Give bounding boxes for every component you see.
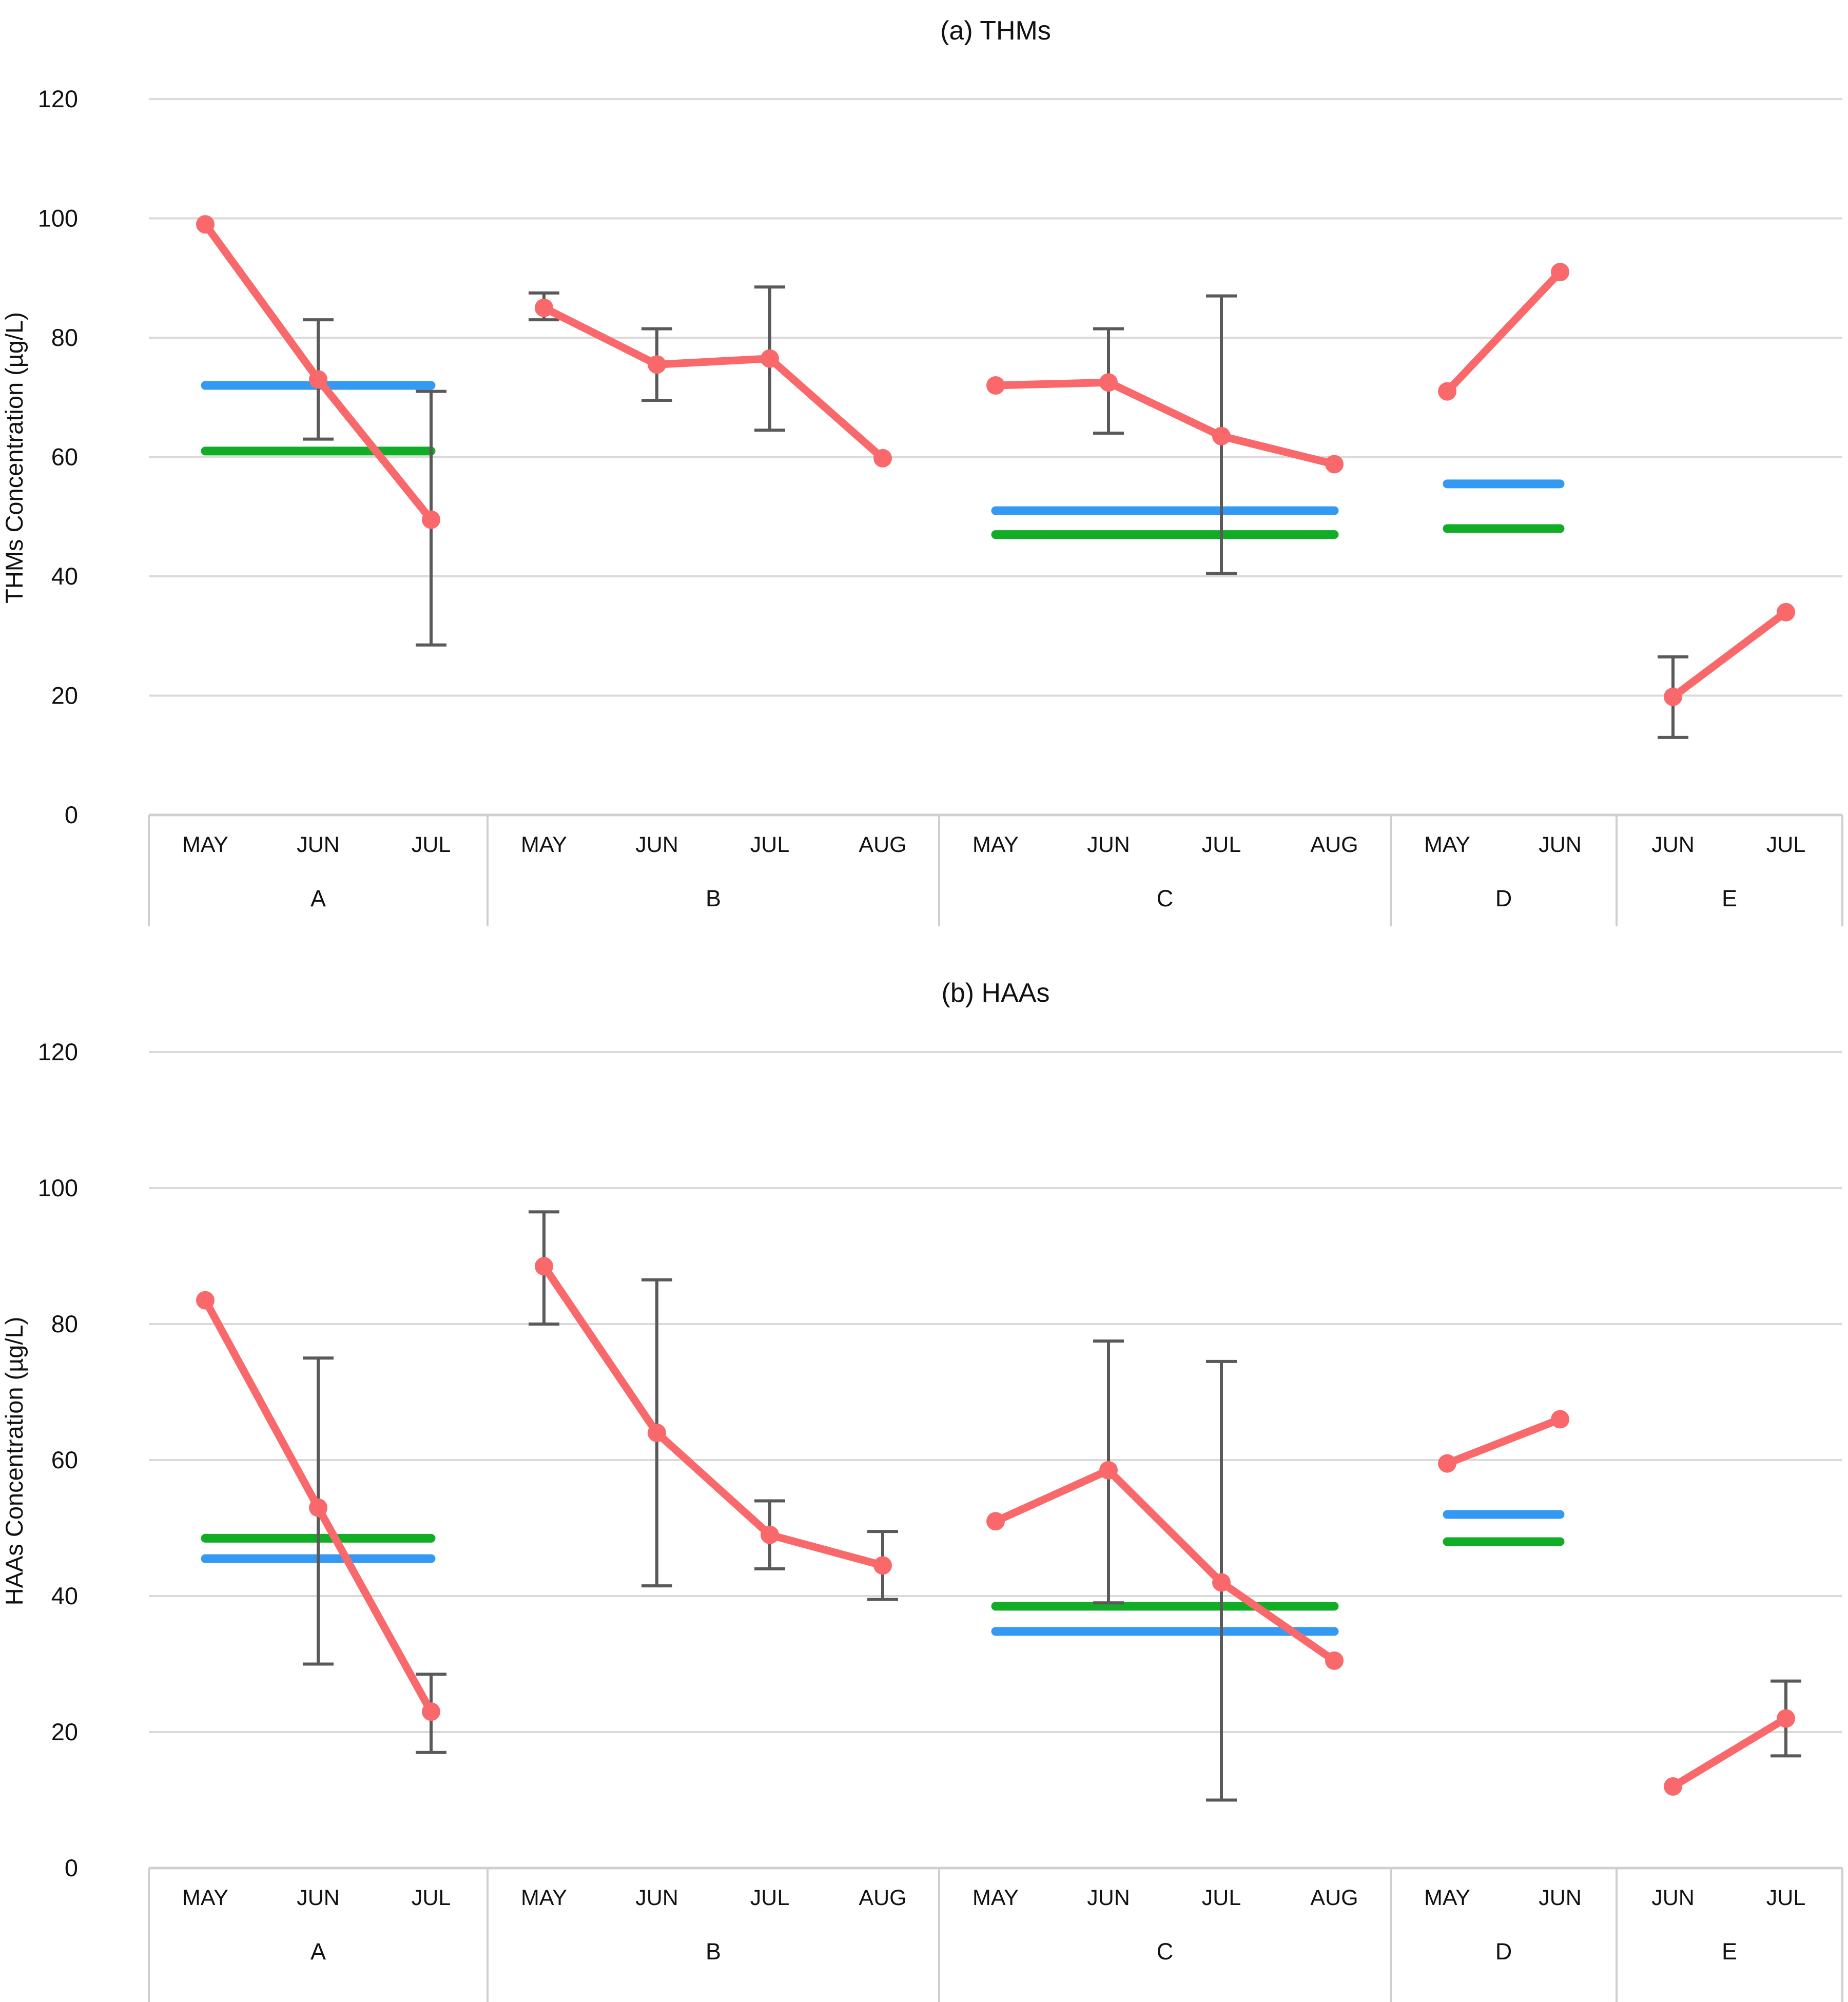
y-tick-label: 120 <box>38 85 78 112</box>
month-label: JUL <box>750 832 789 857</box>
data-point <box>1551 1410 1569 1429</box>
data-point <box>422 1702 440 1721</box>
month-label: JUN <box>1651 1886 1695 1910</box>
group-label: A <box>310 1938 326 1965</box>
group-label: C <box>1157 885 1174 911</box>
y-tick-label: 40 <box>51 562 78 590</box>
y-tick-label: 80 <box>51 324 78 351</box>
data-point <box>196 215 215 234</box>
month-label: JUL <box>412 832 451 857</box>
month-label: MAY <box>972 1886 1019 1910</box>
month-label: JUL <box>1766 1886 1805 1910</box>
y-tick-label: 0 <box>65 1854 78 1881</box>
month-label: JUL <box>412 1886 451 1910</box>
data-point <box>422 510 440 529</box>
group-label: B <box>706 1938 721 1965</box>
month-label: JUN <box>1539 832 1582 857</box>
data-point <box>986 376 1005 395</box>
y-tick-label: 120 <box>38 1038 78 1065</box>
data-point <box>761 1525 779 1544</box>
month-label: JUL <box>750 1886 789 1910</box>
data-point <box>873 449 892 468</box>
month-label: JUL <box>1202 832 1241 857</box>
group-label: E <box>1722 885 1737 911</box>
y-tick-label: 20 <box>51 1718 78 1745</box>
series-line <box>1669 608 1790 701</box>
month-label: JUN <box>1087 832 1130 857</box>
month-label: JUN <box>1651 832 1695 857</box>
chart-a-title: (a) THMs <box>940 16 1051 46</box>
data-point <box>535 298 553 317</box>
month-label: MAY <box>1424 832 1470 857</box>
month-label: AUG <box>1310 1886 1358 1910</box>
y-tick-label: 60 <box>51 443 78 471</box>
data-point <box>309 370 327 389</box>
y-tick-label: 20 <box>51 682 78 709</box>
data-point <box>1551 263 1569 282</box>
month-label: MAY <box>521 832 567 857</box>
y-tick-label: 100 <box>38 205 78 232</box>
series-line <box>540 1262 887 1569</box>
month-label: AUG <box>859 1886 906 1910</box>
y-tick-label: 60 <box>51 1446 78 1473</box>
month-label: MAY <box>1424 1886 1470 1910</box>
data-point <box>648 355 666 374</box>
y-tick-label: 40 <box>51 1582 78 1609</box>
data-point <box>1212 426 1231 445</box>
data-point <box>986 1512 1005 1531</box>
series-line <box>991 1466 1338 1665</box>
data-point <box>1664 1777 1682 1796</box>
group-label: B <box>706 885 721 911</box>
data-point <box>873 1556 892 1575</box>
data-point <box>1099 1461 1118 1480</box>
data-point <box>1212 1573 1231 1592</box>
data-point <box>1099 373 1118 392</box>
chart-b-title: (b) HAAs <box>941 978 1050 1008</box>
series-line <box>1443 1415 1564 1468</box>
data-point <box>1325 455 1344 474</box>
group-label: A <box>310 885 326 911</box>
month-label: JUN <box>1539 1886 1582 1910</box>
data-point <box>196 1291 215 1310</box>
month-label: JUN <box>297 832 340 857</box>
chart-b-y-axis-title: HAAs Concentration (µg/L) <box>1 1316 28 1606</box>
y-tick-label: 80 <box>51 1310 78 1337</box>
data-point <box>1325 1651 1344 1670</box>
month-label: MAY <box>182 1886 228 1910</box>
data-point <box>309 1498 327 1517</box>
data-point <box>1777 602 1795 621</box>
data-point <box>648 1424 666 1442</box>
data-point <box>535 1257 553 1276</box>
month-label: MAY <box>972 832 1019 857</box>
month-label: MAY <box>521 1886 567 1910</box>
group-label: D <box>1495 885 1512 911</box>
month-label: JUN <box>635 1886 678 1910</box>
data-point <box>1777 1709 1795 1728</box>
series-line <box>1443 268 1564 396</box>
month-label: JUN <box>1087 1886 1130 1910</box>
month-label: JUL <box>1202 1886 1241 1910</box>
series-line <box>991 378 1338 468</box>
series-line <box>540 304 887 462</box>
chart-a-y-axis-title: THMs Concentration (µg/L) <box>1 312 28 604</box>
group-label: D <box>1495 1938 1512 1965</box>
series-line <box>1669 1715 1790 1791</box>
group-label: C <box>1157 1938 1174 1965</box>
y-tick-label: 100 <box>38 1174 78 1201</box>
data-point <box>1438 382 1456 401</box>
month-label: AUG <box>859 832 906 857</box>
month-label: MAY <box>182 832 228 857</box>
data-point <box>761 349 779 368</box>
month-label: JUL <box>1766 832 1805 857</box>
month-label: AUG <box>1310 832 1358 857</box>
month-label: JUN <box>635 832 678 857</box>
data-point <box>1438 1454 1456 1473</box>
month-label: JUN <box>297 1886 340 1910</box>
group-label: E <box>1722 1938 1737 1965</box>
data-point <box>1664 687 1682 706</box>
y-tick-label: 0 <box>65 801 78 828</box>
